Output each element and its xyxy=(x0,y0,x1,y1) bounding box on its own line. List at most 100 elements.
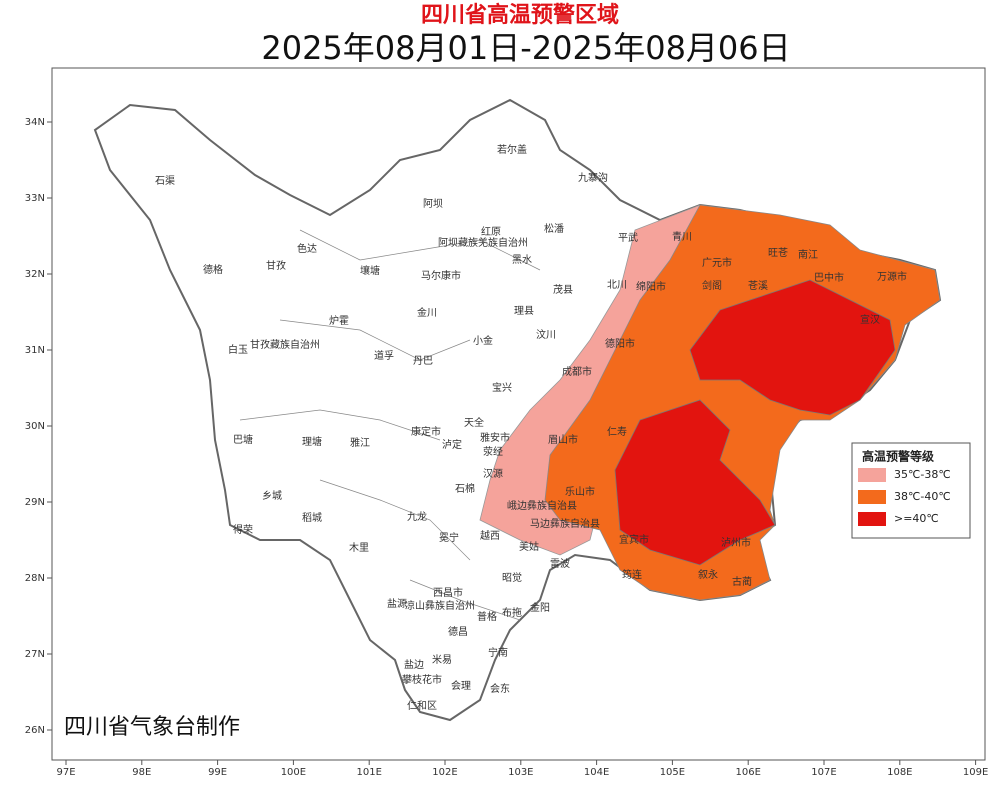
place-label: 石渠 xyxy=(155,175,175,187)
place-label: 阿坝藏族羌族自治州 xyxy=(438,236,528,249)
place-label: 色达 xyxy=(297,242,317,255)
legend-label: 38℃-40℃ xyxy=(894,490,951,503)
place-label: 九寨沟 xyxy=(578,171,608,184)
place-label: 壤塘 xyxy=(360,264,380,277)
place-label: 会理 xyxy=(451,679,471,692)
place-label: 天全 xyxy=(464,416,484,429)
place-label: 康定市 xyxy=(411,425,441,438)
place-label: 红原 xyxy=(481,225,501,238)
place-label: 木里 xyxy=(349,542,369,554)
place-label: 古蔺 xyxy=(732,575,752,588)
place-label: 布拖 xyxy=(502,606,522,619)
place-label: 阿坝 xyxy=(423,198,443,210)
place-label: 宣汉 xyxy=(860,313,880,326)
place-label: 峨边彝族自治县 xyxy=(507,499,577,512)
place-label: 雅安市 xyxy=(480,431,510,444)
place-label: 宝兴 xyxy=(492,381,512,394)
lon-tick-label: 109E xyxy=(963,767,988,778)
place-label: 广元市 xyxy=(702,256,732,269)
lon-tick-label: 101E xyxy=(356,767,381,778)
place-label: 泸定 xyxy=(442,438,462,451)
place-label: 白玉 xyxy=(228,343,248,356)
lon-tick-label: 107E xyxy=(811,767,836,778)
place-label: 成都市 xyxy=(562,365,592,378)
lon-tick-label: 98E xyxy=(132,767,151,778)
place-label: 马尔康市 xyxy=(421,269,461,282)
lat-tick-label: 32N xyxy=(25,269,45,280)
place-label: 盐源 xyxy=(387,597,407,610)
place-label: 若尔盖 xyxy=(497,143,527,156)
lon-tick-label: 103E xyxy=(508,767,533,778)
place-label: 汉源 xyxy=(483,467,503,480)
lat-tick-label: 26N xyxy=(25,725,45,736)
place-label: 甘孜藏族自治州 xyxy=(250,338,320,351)
place-label: 盐边 xyxy=(404,658,424,671)
place-label: 宜宾市 xyxy=(619,533,649,546)
place-label: 松潘 xyxy=(544,222,564,235)
lon-tick-label: 104E xyxy=(584,767,609,778)
place-label: 金阳 xyxy=(530,601,550,614)
footer: 四川省气象台制作 xyxy=(64,715,240,740)
lat-tick-label: 30N xyxy=(25,421,45,432)
legend-swatch xyxy=(858,468,886,482)
place-label: 凉山彝族自治州 xyxy=(405,599,475,612)
place-label: 苍溪 xyxy=(748,279,768,292)
place-label: 丹巴 xyxy=(413,355,433,367)
place-label: 眉山市 xyxy=(548,433,578,446)
place-label: 剑阁 xyxy=(702,279,722,292)
place-label: 甘孜 xyxy=(266,259,286,272)
legend-label: 35℃-38℃ xyxy=(894,468,951,481)
lat-tick-label: 31N xyxy=(25,345,45,356)
place-label: 巴塘 xyxy=(233,433,253,446)
place-label: 炉霍 xyxy=(329,315,349,327)
place-label: 石棉 xyxy=(455,482,475,495)
place-label: 会东 xyxy=(490,682,510,695)
place-label: 得荣 xyxy=(233,524,253,536)
place-label: 昭觉 xyxy=(502,572,522,584)
place-label: 道孚 xyxy=(374,349,394,362)
place-label: 金川 xyxy=(417,306,437,319)
place-label: 青川 xyxy=(672,230,692,243)
place-label: 汶川 xyxy=(536,328,556,341)
lon-tick-label: 99E xyxy=(208,767,227,778)
place-label: 北川 xyxy=(607,279,627,291)
place-label: 荥经 xyxy=(483,445,503,458)
place-label: 美姑 xyxy=(519,540,539,553)
place-label: 乐山市 xyxy=(565,485,595,498)
place-label: 普格 xyxy=(477,610,497,623)
lat-tick-label: 27N xyxy=(25,649,45,660)
legend-swatch xyxy=(858,512,886,526)
lon-tick-label: 106E xyxy=(735,767,760,778)
place-label: 米易 xyxy=(432,653,452,666)
map-subtitle: 2025年08月01日-2025年08月06日 xyxy=(261,29,790,67)
place-label: 小金 xyxy=(473,334,493,347)
place-label: 德格 xyxy=(203,263,223,276)
place-label: 茂县 xyxy=(553,283,573,296)
place-label: 黑水 xyxy=(512,254,532,266)
place-label: 平武 xyxy=(618,231,638,244)
place-label: 理县 xyxy=(514,305,534,317)
place-label: 仁寿 xyxy=(607,425,627,438)
place-label: 德阳市 xyxy=(605,337,635,350)
legend-swatch xyxy=(858,490,886,504)
place-label: 雅江 xyxy=(350,436,370,449)
lat-tick-label: 33N xyxy=(25,193,45,204)
legend-title: 高温预警等级 xyxy=(862,449,934,464)
place-label: 九龙 xyxy=(407,510,427,523)
place-label: 仁和区 xyxy=(407,700,437,712)
place-label: 西昌市 xyxy=(433,586,463,599)
province xyxy=(93,98,942,722)
place-label: 南江 xyxy=(798,248,818,261)
place-label: 叙永 xyxy=(698,568,718,581)
map-title: 四川省高温预警区域 xyxy=(421,2,619,28)
place-label: 旺苍 xyxy=(768,246,788,259)
place-label: 冕宁 xyxy=(439,531,459,544)
lon-tick-label: 102E xyxy=(432,767,457,778)
place-label: 绵阳市 xyxy=(636,280,666,293)
lat-tick-label: 29N xyxy=(25,497,45,508)
place-label: 乡城 xyxy=(262,490,282,502)
legend-label: >=40℃ xyxy=(894,512,939,525)
place-label: 理塘 xyxy=(302,435,322,448)
lat-tick-label: 28N xyxy=(25,573,45,584)
